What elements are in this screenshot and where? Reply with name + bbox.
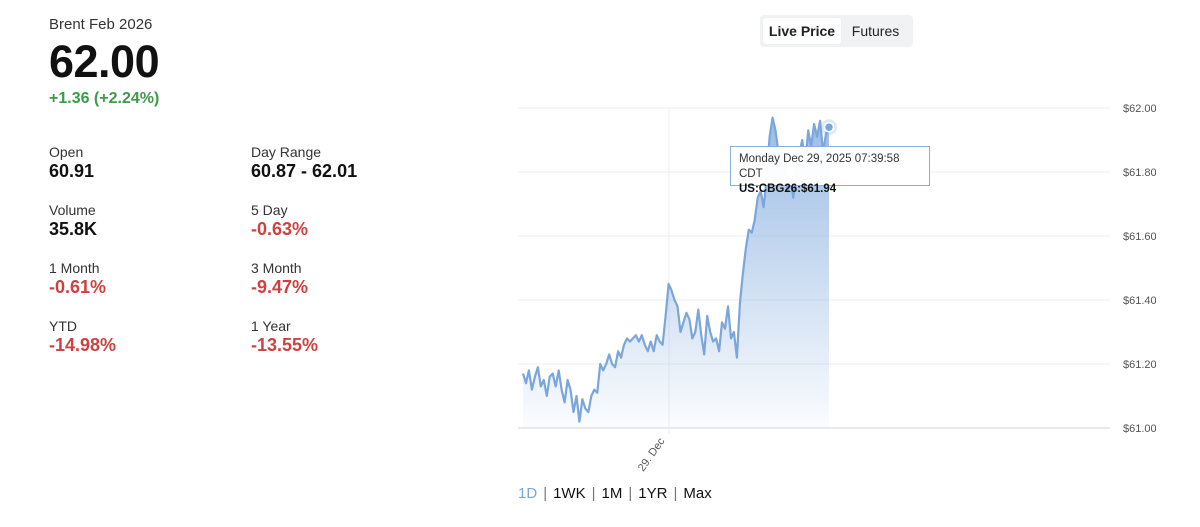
- stat-value: -0.61%: [49, 277, 107, 297]
- range-button-1d[interactable]: 1D: [518, 485, 538, 502]
- stat-label: Open: [49, 144, 84, 160]
- stat-value: 60.91: [49, 161, 95, 181]
- stat-label: 1 Month: [49, 260, 100, 276]
- stat-day-range: Day Range 60.87 - 62.01: [251, 144, 451, 182]
- range-button-1m[interactable]: 1M: [601, 485, 623, 502]
- stat-label: 5 Day: [251, 202, 288, 218]
- y-tick-label: $61.60: [1123, 231, 1157, 243]
- stat-volume: Volume 35.8K: [49, 202, 249, 240]
- stat-value: -9.47%: [251, 277, 309, 297]
- futures-tab[interactable]: Futures: [851, 23, 900, 39]
- y-tick-label: $61.20: [1123, 359, 1157, 371]
- range-separator: |: [628, 485, 633, 502]
- range-button-1wk[interactable]: 1WK: [553, 485, 586, 502]
- stat-value: -14.98%: [49, 335, 117, 355]
- y-tick-label: $61.00: [1123, 423, 1157, 435]
- stat-value: 60.87 - 62.01: [251, 161, 358, 181]
- range-button-1yr[interactable]: 1YR: [638, 485, 668, 502]
- stat-value: -0.63%: [251, 219, 309, 239]
- stat-label: Day Range: [251, 144, 322, 160]
- stat-ytd: YTD -14.98%: [49, 318, 249, 356]
- price-area: [523, 117, 829, 428]
- y-tick-label: $61.40: [1123, 295, 1157, 307]
- range-button-max[interactable]: Max: [683, 485, 712, 502]
- stat-label: Volume: [49, 202, 96, 218]
- stat-1-year: 1 Year -13.55%: [251, 318, 451, 356]
- last-price: 62.00: [49, 36, 160, 87]
- range-separator: |: [673, 485, 678, 502]
- price-type-toggle: Live Price Futures: [760, 15, 913, 47]
- stat-5-day: 5 Day -0.63%: [251, 202, 451, 240]
- stat-open: Open 60.91: [49, 144, 249, 182]
- stat-1-month: 1 Month -0.61%: [49, 260, 249, 298]
- stat-value: 35.8K: [49, 219, 98, 239]
- range-selector: 1D | 1WK | 1M | 1YR | Max: [518, 485, 712, 502]
- quote-summary: Brent Feb 2026 62.00 +1.36 (+2.24%) Open…: [49, 0, 469, 527]
- live-price-tab[interactable]: Live Price: [763, 18, 841, 44]
- x-tick-label: 29. Dec: [636, 435, 668, 473]
- stat-label: 3 Month: [251, 260, 302, 276]
- range-separator: |: [543, 485, 548, 502]
- instrument-name: Brent Feb 2026: [49, 16, 153, 33]
- stat-3-month: 3 Month -9.47%: [251, 260, 451, 298]
- hover-marker: [823, 121, 835, 133]
- y-tick-label: $62.00: [1123, 103, 1157, 115]
- range-separator: |: [591, 485, 596, 502]
- y-tick-label: $61.80: [1123, 167, 1157, 179]
- stat-label: 1 Year: [251, 318, 291, 334]
- stat-value: -13.55%: [251, 335, 319, 355]
- price-change: +1.36 (+2.24%): [49, 90, 160, 107]
- stat-label: YTD: [49, 318, 77, 334]
